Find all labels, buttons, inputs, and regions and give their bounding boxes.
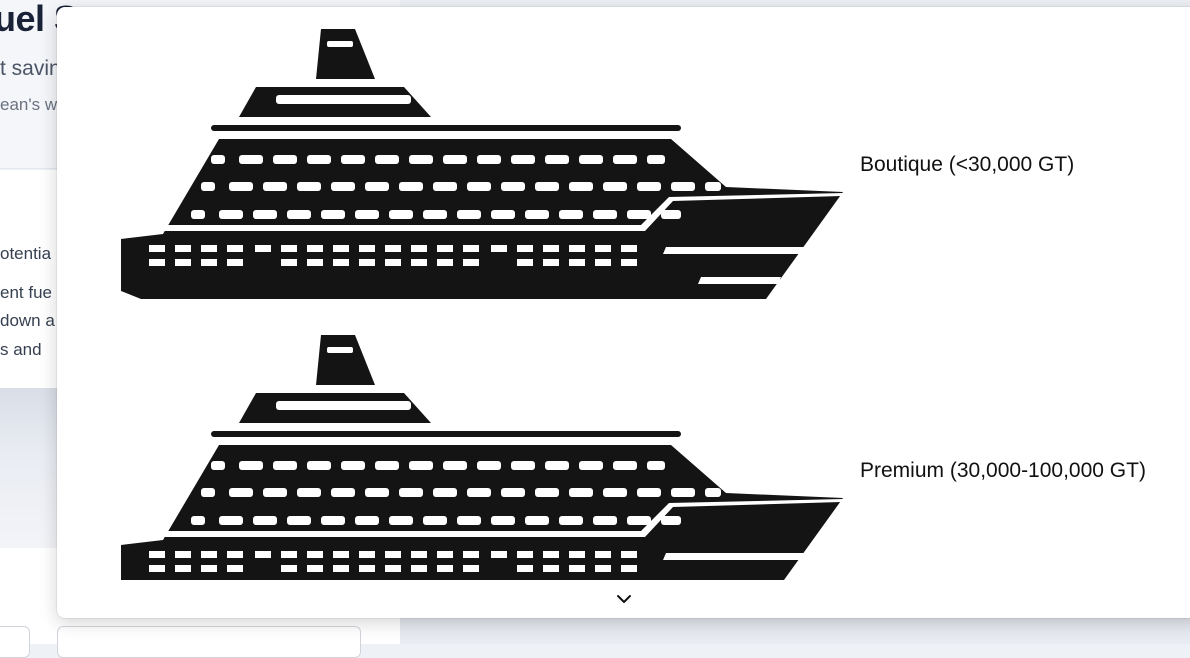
info-card-line: ent fue bbox=[0, 283, 52, 302]
option-label: Premium (30,000-100,000 GT) bbox=[860, 459, 1146, 482]
chevron-down-icon bbox=[616, 595, 631, 603]
form-input[interactable] bbox=[0, 626, 30, 658]
info-card-line: s and bbox=[0, 340, 42, 359]
info-card-line: otentia bbox=[0, 244, 52, 263]
option-label: Boutique (<30,000 GT) bbox=[860, 153, 1075, 176]
page-subtitle: t savin bbox=[0, 57, 61, 80]
ship-size-dropdown: Boutique (<30,000 GT) Premium (30,000-10… bbox=[57, 7, 1190, 618]
info-card-line: down a bbox=[0, 311, 55, 330]
option-premium[interactable]: Premium (30,000-100,000 GT) bbox=[57, 313, 1190, 580]
form-input[interactable] bbox=[57, 626, 361, 658]
page-description: ean's w bbox=[0, 95, 58, 114]
option-list: Boutique (<30,000 GT) Premium (30,000-10… bbox=[57, 7, 1190, 580]
option-boutique[interactable]: Boutique (<30,000 GT) bbox=[57, 7, 1190, 313]
scroll-down-button[interactable] bbox=[57, 584, 1190, 614]
cruise-ship-icon bbox=[121, 29, 843, 305]
cruise-ship-icon bbox=[121, 335, 843, 580]
